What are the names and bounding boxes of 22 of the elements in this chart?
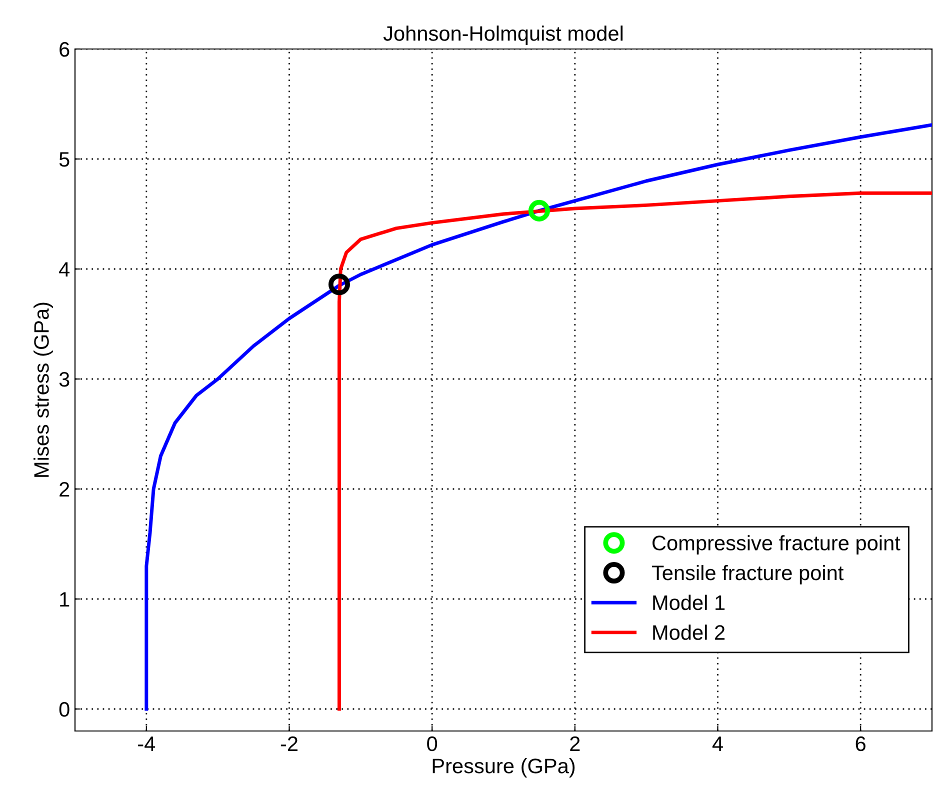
legend-label: Compressive fracture point <box>652 535 900 555</box>
x-tick-label: 2 <box>570 736 580 751</box>
y-tick-label: 0 <box>59 702 70 717</box>
y-tick-label: 6 <box>60 42 70 57</box>
x-tick-label: -2 <box>280 736 298 751</box>
legend-label: Model 2 <box>653 624 725 640</box>
x-tick-label: -4 <box>138 736 156 751</box>
chart-title: Johnson-Holmquist model <box>383 26 623 45</box>
legend-label: Model 1 <box>653 594 725 610</box>
legend-label: Tensile fracture point <box>652 564 844 584</box>
line-series <box>144 123 932 711</box>
y-tick-label: 1 <box>60 592 70 607</box>
y-tick-label: 3 <box>59 372 70 387</box>
y-tick-label: 2 <box>60 482 70 497</box>
y-axis-title: Mises stress (GPa) <box>34 302 53 477</box>
x-tick-label: 0 <box>427 736 438 752</box>
y-tick-label: 4 <box>59 262 70 277</box>
line-series <box>338 191 932 711</box>
y-tick-label: 5 <box>59 152 70 167</box>
x-axis-title: Pressure (GPa) <box>432 758 575 778</box>
x-tick-label: 4 <box>712 736 723 751</box>
x-tick-label: 6 <box>856 736 866 752</box>
